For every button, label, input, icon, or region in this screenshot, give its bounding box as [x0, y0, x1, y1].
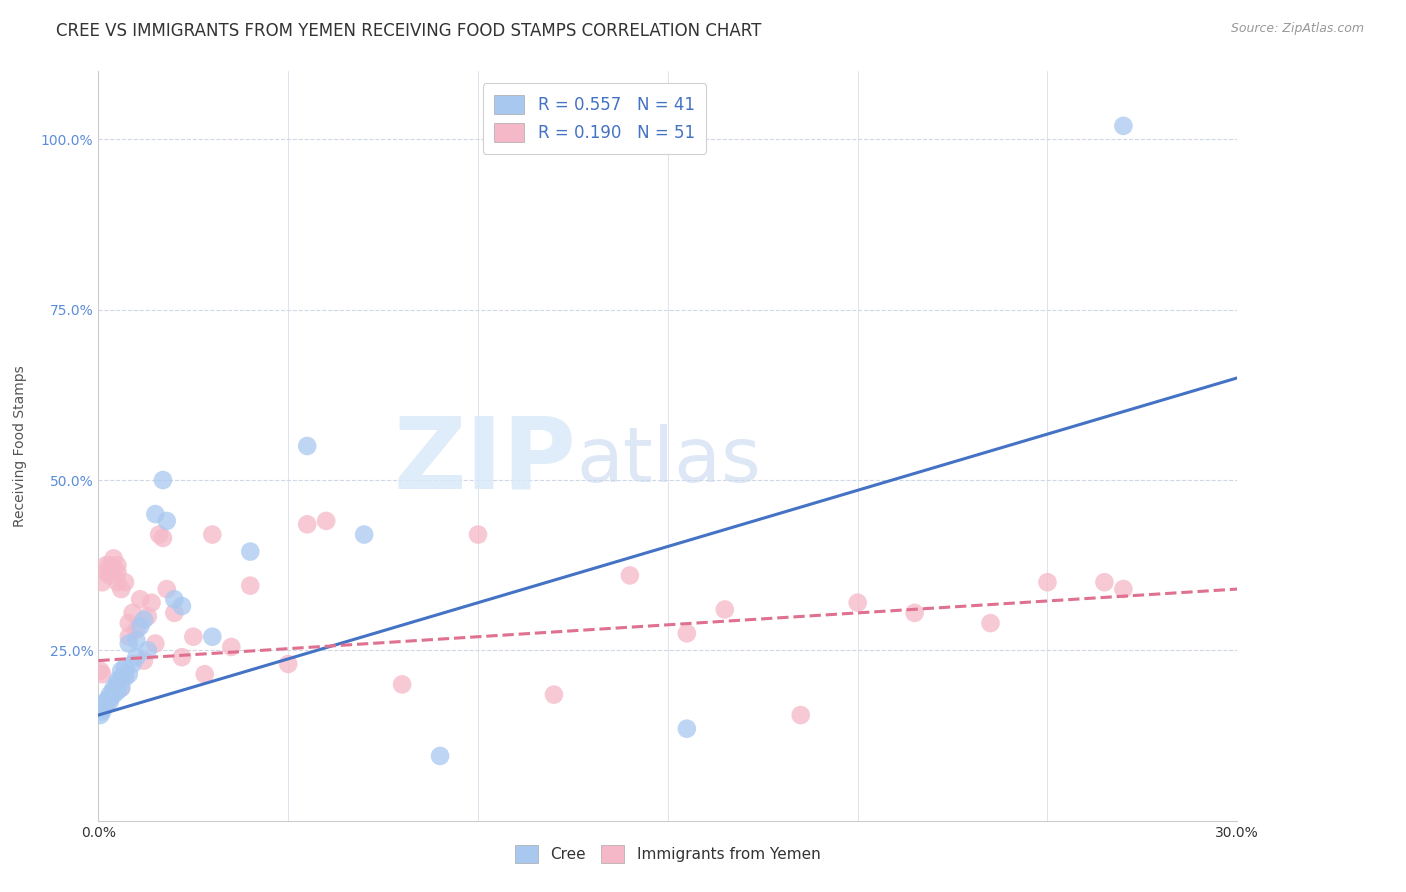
- Point: [145, 636, 167, 650]
- Point: [114, 671, 136, 685]
- Point: [1036, 575, 1059, 590]
- Point: [98, 568, 121, 582]
- Point: [543, 688, 565, 702]
- Legend: Cree, Immigrants from Yemen: Cree, Immigrants from Yemen: [509, 839, 827, 869]
- Point: [114, 667, 136, 681]
- Y-axis label: Receiving Food Stamps: Receiving Food Stamps: [13, 365, 27, 527]
- Point: [221, 640, 243, 654]
- Point: [132, 654, 155, 668]
- Point: [98, 691, 121, 706]
- Point: [103, 551, 125, 566]
- Point: [103, 684, 125, 698]
- Point: [107, 558, 129, 573]
- Point: [297, 517, 319, 532]
- Point: [98, 558, 121, 573]
- Point: [714, 602, 737, 616]
- Point: [91, 575, 114, 590]
- Point: [110, 671, 132, 685]
- Point: [114, 660, 136, 674]
- Point: [467, 527, 489, 541]
- Point: [429, 748, 451, 763]
- Point: [297, 439, 319, 453]
- Point: [125, 623, 148, 637]
- Point: [201, 630, 224, 644]
- Point: [183, 630, 205, 644]
- Point: [979, 616, 1001, 631]
- Point: [136, 609, 159, 624]
- Point: [170, 599, 193, 613]
- Point: [129, 592, 152, 607]
- Point: [91, 705, 114, 719]
- Point: [103, 681, 125, 695]
- Point: [152, 473, 174, 487]
- Point: [98, 694, 121, 708]
- Point: [156, 582, 179, 596]
- Point: [152, 531, 174, 545]
- Point: [93, 699, 115, 714]
- Point: [141, 596, 163, 610]
- Point: [98, 688, 121, 702]
- Point: [676, 722, 699, 736]
- Point: [107, 673, 129, 688]
- Point: [91, 667, 114, 681]
- Point: [94, 694, 117, 708]
- Point: [904, 606, 927, 620]
- Point: [194, 667, 217, 681]
- Text: Source: ZipAtlas.com: Source: ZipAtlas.com: [1230, 22, 1364, 36]
- Point: [118, 630, 141, 644]
- Point: [136, 643, 159, 657]
- Point: [156, 514, 179, 528]
- Point: [125, 633, 148, 648]
- Text: atlas: atlas: [576, 424, 762, 498]
- Point: [103, 688, 125, 702]
- Point: [94, 558, 117, 573]
- Point: [201, 527, 224, 541]
- Point: [277, 657, 299, 671]
- Point: [790, 708, 813, 723]
- Point: [91, 701, 114, 715]
- Point: [110, 681, 132, 695]
- Point: [239, 579, 262, 593]
- Point: [107, 575, 129, 590]
- Point: [103, 561, 125, 575]
- Point: [94, 565, 117, 579]
- Point: [676, 626, 699, 640]
- Point: [118, 616, 141, 631]
- Text: CREE VS IMMIGRANTS FROM YEMEN RECEIVING FOOD STAMPS CORRELATION CHART: CREE VS IMMIGRANTS FROM YEMEN RECEIVING …: [56, 22, 762, 40]
- Point: [107, 565, 129, 579]
- Point: [163, 606, 186, 620]
- Point: [353, 527, 375, 541]
- Point: [619, 568, 641, 582]
- Point: [1112, 582, 1135, 596]
- Point: [170, 650, 193, 665]
- Point: [114, 575, 136, 590]
- Point: [1112, 119, 1135, 133]
- Point: [94, 698, 117, 712]
- Point: [148, 527, 170, 541]
- Point: [163, 592, 186, 607]
- Point: [110, 664, 132, 678]
- Point: [107, 677, 129, 691]
- Point: [89, 708, 111, 723]
- Point: [110, 681, 132, 695]
- Point: [89, 664, 111, 678]
- Point: [239, 544, 262, 558]
- Point: [121, 657, 143, 671]
- Point: [121, 606, 143, 620]
- Text: ZIP: ZIP: [394, 412, 576, 509]
- Point: [315, 514, 337, 528]
- Point: [110, 582, 132, 596]
- Point: [132, 613, 155, 627]
- Point: [145, 507, 167, 521]
- Point: [97, 692, 120, 706]
- Point: [118, 636, 141, 650]
- Point: [1094, 575, 1116, 590]
- Point: [846, 596, 869, 610]
- Point: [129, 619, 152, 633]
- Point: [125, 650, 148, 665]
- Point: [107, 684, 129, 698]
- Point: [391, 677, 413, 691]
- Point: [118, 667, 141, 681]
